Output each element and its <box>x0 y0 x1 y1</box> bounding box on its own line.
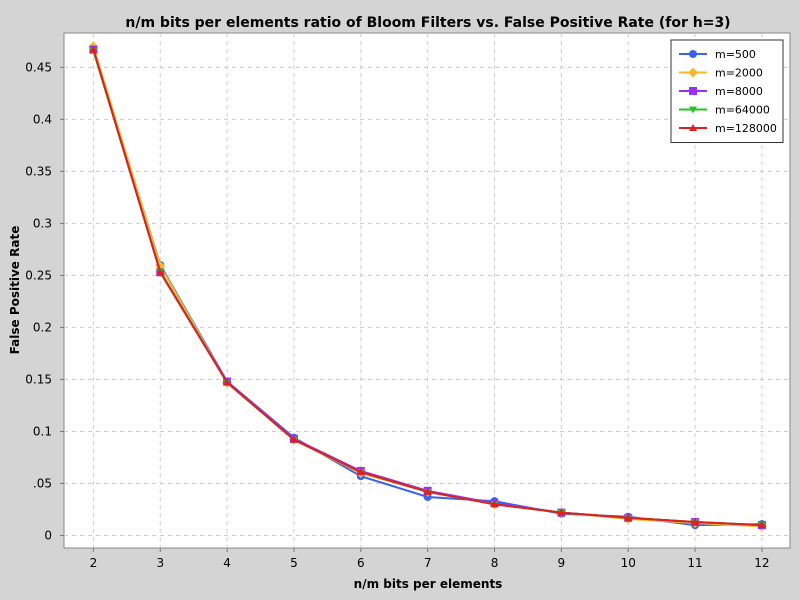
data-point <box>356 468 365 476</box>
data-point <box>89 45 98 53</box>
data-point <box>689 124 697 131</box>
legend-item: m=8000 <box>679 85 763 98</box>
x-axis-label: n/m bits per elements <box>354 577 503 591</box>
y-tick-label: 0 <box>44 529 52 543</box>
legend-label: m=500 <box>715 48 756 61</box>
legend-label: m=128000 <box>715 122 777 135</box>
data-point <box>423 487 432 495</box>
data-point <box>156 268 165 276</box>
x-tick-label: 6 <box>357 556 365 570</box>
y-tick-label: 0.35 <box>25 164 52 178</box>
data-point <box>490 500 499 508</box>
y-tick-label: 0.2 <box>33 320 52 334</box>
axes: 2 3 4 5 6 7 8 9 10 11 12 0 .05 0.1 0.15 0.2 0.25 0.3 0.35 0… <box>25 60 769 570</box>
data-point <box>689 106 697 114</box>
data-point <box>557 508 566 516</box>
x-tick-label: 12 <box>754 556 769 570</box>
x-tick-label: 8 <box>491 556 499 570</box>
series <box>89 45 766 529</box>
plot-area <box>63 32 791 549</box>
legend-item: m=128000 <box>679 122 777 135</box>
legend-item: m=64000 <box>679 104 770 117</box>
x-tick-label: 5 <box>290 556 298 570</box>
x-tick-label: 4 <box>223 556 231 570</box>
legend-label: m=64000 <box>715 104 770 117</box>
x-tick-label: 3 <box>156 556 164 570</box>
x-tick-label: 7 <box>424 556 432 570</box>
x-tick-label: 2 <box>90 556 98 570</box>
legend-label: m=8000 <box>715 85 763 98</box>
chart-title: n/m bits per elements ratio of Bloom Fil… <box>125 15 730 31</box>
data-point <box>691 517 700 525</box>
y-axis-label: False Positive Rate <box>8 226 22 355</box>
y-tick-label: 0.25 <box>25 268 52 282</box>
data-point <box>423 493 432 502</box>
legend-item: m=500 <box>679 48 756 61</box>
y-tick-label: 0.45 <box>25 60 52 74</box>
data-point <box>624 513 633 521</box>
data-point <box>689 50 697 58</box>
data-point <box>688 67 698 78</box>
data-point <box>757 521 766 529</box>
grid <box>64 33 790 548</box>
data-point <box>223 378 232 386</box>
y-tick-label: 0.1 <box>33 424 52 438</box>
legend-item: m=2000 <box>679 67 763 80</box>
data-point <box>289 435 298 443</box>
x-tick-label: 10 <box>621 556 636 570</box>
y-tick-label: .05 <box>33 476 52 490</box>
y-tick-label: 0.15 <box>25 372 52 386</box>
legend-label: m=2000 <box>715 67 763 80</box>
y-tick-label: 0.3 <box>33 216 52 230</box>
x-tick-label: 11 <box>687 556 702 570</box>
x-tick-label: 9 <box>558 556 566 570</box>
y-tick-label: 0.4 <box>33 112 52 126</box>
data-point <box>689 87 697 95</box>
legend: m=500 m=2000 m=8000 m=64000 m=128000 <box>670 39 784 143</box>
series-layer <box>88 41 767 532</box>
